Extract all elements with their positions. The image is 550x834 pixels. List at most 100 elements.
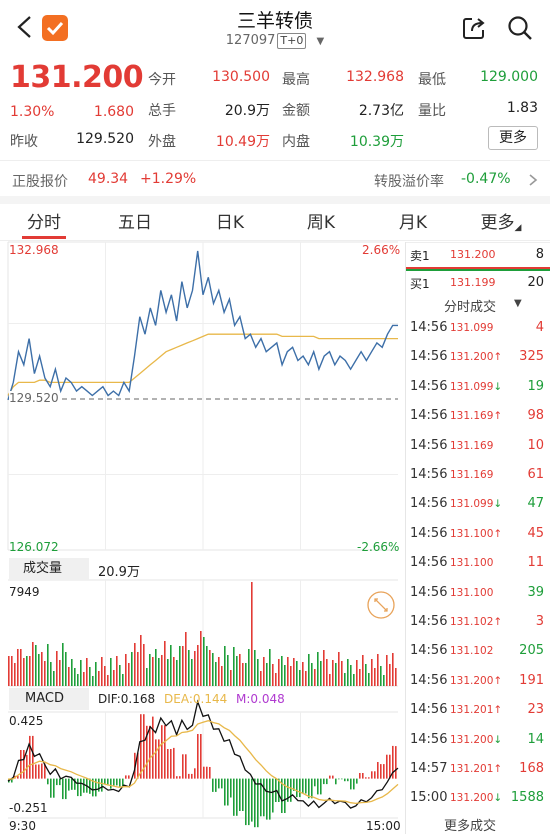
- volume-bar: [275, 673, 277, 686]
- macd-bar: [365, 777, 367, 779]
- macd-bar: [140, 714, 142, 779]
- macd-bar: [317, 778, 319, 795]
- volume-bar: [260, 671, 262, 686]
- chevron-down-icon[interactable]: ▼: [316, 36, 325, 47]
- divider: [0, 196, 550, 204]
- volume-bar: [110, 658, 112, 686]
- volume-bar: [188, 650, 190, 686]
- macd-bar: [170, 749, 172, 779]
- volume-bar: [203, 637, 205, 686]
- macd-bar: [128, 775, 130, 779]
- chevron-down-icon[interactable]: ▼: [514, 298, 522, 309]
- macd-max-label: 0.425: [9, 714, 44, 728]
- volume-bar: [155, 649, 157, 686]
- volume-bar: [287, 657, 289, 686]
- volume-bar: [254, 650, 256, 686]
- macd-bar: [227, 778, 229, 806]
- macd-bar: [62, 778, 64, 800]
- trade-row: 15:00 131.200↓ 1588: [405, 790, 550, 810]
- trade-row: 14:56 131.099↓ 19: [405, 379, 550, 399]
- volume-bar: [221, 666, 223, 686]
- macd-bar: [23, 750, 25, 779]
- chart-high-pct-label: 2.66%: [362, 243, 401, 257]
- share-icon[interactable]: [460, 14, 488, 42]
- macd-bar: [32, 735, 34, 779]
- tab-intraday[interactable]: 分时: [27, 213, 61, 233]
- macd-bar: [83, 778, 85, 793]
- trade-row: 14:56 131.200↓ 14: [405, 732, 550, 752]
- volume-bar: [386, 655, 388, 686]
- volume-bar: [314, 669, 316, 686]
- tab-five-day[interactable]: 五日: [118, 213, 152, 233]
- expand-icon[interactable]: [366, 590, 396, 620]
- tab-weekly-k[interactable]: 周K: [306, 213, 336, 233]
- trades-title[interactable]: 分时成交: [444, 300, 497, 315]
- macd-bar: [284, 778, 286, 813]
- volume-bar: [251, 582, 253, 686]
- stock-price-label[interactable]: 正股报价: [12, 174, 68, 190]
- volume-bar: [272, 664, 274, 686]
- trade-direction: ↓: [493, 733, 503, 746]
- tab-more[interactable]: 更多◢: [466, 208, 536, 233]
- volume-bar: [194, 651, 196, 686]
- macd-bar: [92, 778, 94, 797]
- premium-label[interactable]: 转股溢价率: [374, 174, 444, 190]
- trade-price: 131.200↑: [450, 674, 503, 687]
- macd-bar: [392, 745, 394, 779]
- macd-bar: [197, 734, 199, 779]
- search-icon[interactable]: [506, 14, 534, 42]
- volume-bar: [29, 656, 31, 686]
- macd-min-label: -0.251: [9, 801, 48, 815]
- volume-bar: [26, 656, 28, 686]
- inner-vol-label: 内盘: [282, 134, 310, 150]
- bond-code[interactable]: 127097 T+0 ▼: [0, 33, 550, 49]
- volume-bar: [359, 669, 361, 686]
- macd-bar: [158, 739, 160, 779]
- macd-bar: [176, 776, 178, 779]
- volume-value: 20.9万: [224, 103, 270, 119]
- back-icon[interactable]: [14, 14, 36, 40]
- more-trades-link[interactable]: 更多成交: [444, 819, 497, 834]
- volume-bar: [59, 660, 61, 686]
- macd-bar: [215, 778, 217, 792]
- average-price-line: [7, 333, 398, 396]
- macd-bar: [383, 764, 385, 779]
- trade-row: 14:56 131.100 11: [405, 555, 550, 575]
- amount-label: 金额: [282, 103, 310, 119]
- volume-bar: [263, 657, 265, 686]
- macd-indicator-selector[interactable]: MACD: [9, 688, 89, 710]
- volume-bar: [296, 661, 298, 686]
- trade-volume: 1588: [510, 790, 544, 806]
- macd-bar: [329, 775, 331, 779]
- time-end-label: 15:00: [366, 819, 401, 833]
- volume-bar: [173, 657, 175, 686]
- volume-bar: [311, 663, 313, 686]
- panel-divider: [405, 242, 406, 834]
- trade-volume: 3: [535, 614, 544, 629]
- volume-bar: [98, 671, 100, 686]
- macd-bar: [68, 778, 70, 791]
- active-tab-indicator: [22, 236, 66, 239]
- volume-bar: [323, 650, 325, 686]
- volume-bar: [284, 665, 286, 686]
- volume-bar: [50, 662, 52, 686]
- volume-bar: [215, 662, 217, 686]
- intraday-chart[interactable]: [0, 240, 405, 834]
- tab-monthly-k[interactable]: 月K: [398, 213, 428, 233]
- macd-bar: [65, 778, 67, 800]
- macd-bar: [296, 778, 298, 798]
- macd-bar: [152, 716, 154, 779]
- volume-bar: [65, 652, 67, 686]
- trade-price: 131.100↑: [450, 527, 503, 540]
- chevron-right-icon[interactable]: [528, 173, 538, 187]
- more-button[interactable]: 更多: [488, 126, 538, 150]
- volume-indicator-selector[interactable]: 成交量: [9, 558, 89, 580]
- tab-daily-k[interactable]: 日K: [215, 213, 245, 233]
- open-value: 130.500: [212, 69, 270, 85]
- t0-tag: T+0: [277, 33, 307, 49]
- trade-time: 14:56: [410, 584, 448, 600]
- volume-bar: [23, 658, 25, 686]
- trade-volume: 191: [519, 672, 544, 688]
- trade-direction: ↑: [493, 763, 503, 775]
- trade-time: 14:56: [410, 614, 448, 629]
